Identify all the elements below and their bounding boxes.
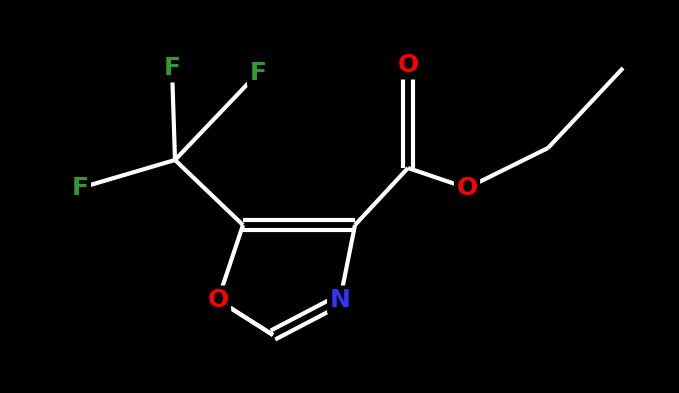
Text: F: F — [249, 61, 266, 85]
Text: O: O — [397, 53, 419, 77]
Text: N: N — [329, 288, 350, 312]
Text: O: O — [207, 288, 229, 312]
Text: F: F — [71, 176, 88, 200]
Text: F: F — [164, 56, 181, 80]
Text: O: O — [456, 176, 477, 200]
